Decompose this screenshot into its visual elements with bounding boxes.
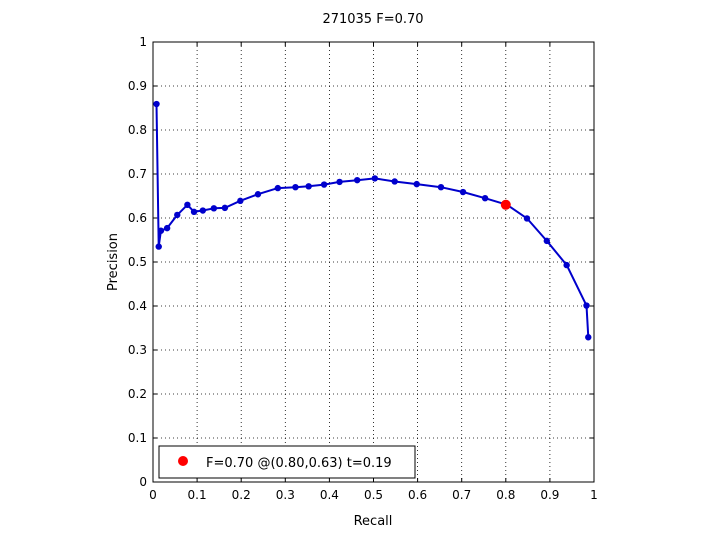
y-axis-label: Precision [106,233,121,291]
x-tick-label: 1 [590,488,598,502]
x-axis-label: Recall [354,514,393,529]
data-point [292,184,299,191]
legend-marker [178,456,188,466]
y-tick-label: 0.3 [128,343,147,357]
data-point [237,197,244,205]
legend-label: F=0.70 @(0.80,0.63) t=0.19 [206,456,392,471]
x-tick-label: 0.8 [496,488,515,502]
data-point [459,188,467,196]
data-point [523,215,531,222]
data-point [563,261,570,269]
data-point [155,243,162,250]
data-point [320,181,328,188]
x-tick-label: 0.1 [188,488,207,502]
data-point [153,100,160,108]
data-point [585,334,592,341]
y-tick-label: 0.8 [128,123,147,137]
y-tick-label: 1 [139,35,147,49]
data-point [190,208,198,216]
data-point [543,237,551,245]
y-tick-label: 0.7 [128,167,147,181]
x-tick-label: 0.7 [452,488,471,502]
legend-box [158,445,416,479]
data-point [199,207,207,214]
y-tick-label: 0.5 [128,255,147,269]
data-point [157,227,165,234]
data-point [305,183,312,190]
data-point [184,201,191,208]
x-tick-label: 0.3 [276,488,295,502]
data-point [413,180,420,188]
data-point [391,178,398,185]
best-f-point [500,199,511,210]
grid-layer [153,42,594,482]
data-point [163,224,171,232]
x-tick-label: 0.2 [232,488,251,502]
x-tick-label: 0.4 [320,488,339,502]
y-tick-label: 0.4 [128,299,147,313]
x-tick-label: 0.9 [540,488,559,502]
data-point [371,175,379,182]
data-point [481,195,489,202]
x-tick-label: 0.5 [364,488,383,502]
legend: F=0.70 @(0.80,0.63) t=0.19 [158,445,416,479]
data-point [583,302,590,309]
data-point [174,211,181,219]
y-tick-label: 0.6 [128,211,147,225]
y-tick-label: 0.1 [128,431,147,445]
best-point-layer [500,199,511,210]
y-tick-label: 0 [139,475,147,489]
data-point [221,204,229,212]
data-point [437,184,445,191]
data-point [353,176,361,184]
y-tick-label: 0.9 [128,79,147,93]
y-tick-label: 0.2 [128,387,147,401]
x-tick-label: 0 [149,488,157,502]
data-point [274,184,282,192]
data-point [336,178,343,186]
data-point [254,191,262,198]
x-tick-label: 0.6 [408,488,427,502]
data-point [210,205,218,212]
tick-layer: 0 0.1 0.2 0.3 0.4 0.5 0.6 0.7 0.8 0.9 1 0 0.1 0.2 0.3 0… [128,35,598,502]
series-layer [153,100,592,341]
chart-title: 271035 F=0.70 [322,12,423,27]
